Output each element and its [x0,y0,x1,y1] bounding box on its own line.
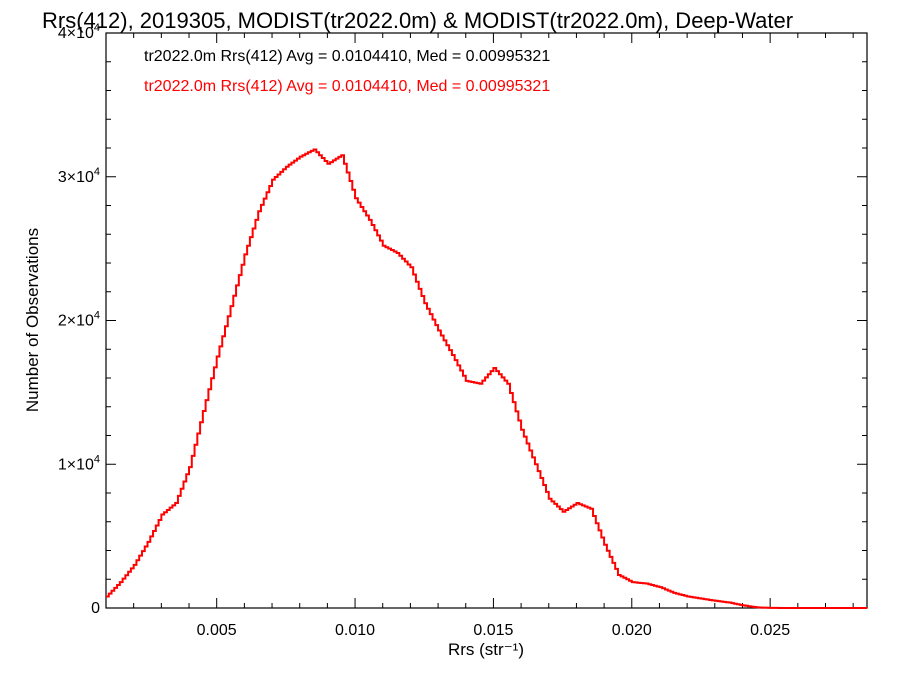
y-axis-label: Number of Observations [23,228,42,412]
x-tick-label: 0.020 [612,622,652,639]
y-tick-label: 0 [91,600,100,617]
series-line [106,148,867,609]
x-tick-labels: 0.005 0.010 0.015 0.020 0.025 [197,622,791,639]
chart-title: Rrs(412), 2019305, MODIST(tr2022.0m) & M… [42,8,793,33]
x-tick-label: 0.025 [750,622,790,639]
x-tick-label: 0.010 [335,622,375,639]
legend-entry-red: tr2022.0m Rrs(412) Avg = 0.0104410, Med … [144,78,550,95]
axis-ticks [105,32,867,609]
x-axis-label: Rrs (str⁻¹) [448,640,524,659]
x-tick-label: 0.015 [473,622,513,639]
y-tick-label: 3×104 [58,166,100,186]
y-tick-label: 1×104 [58,453,100,473]
y-tick-label: 4×104 [58,22,100,42]
plot-area-frame [105,32,868,609]
x-tick-label: 0.005 [197,622,237,639]
legend-entry-black: tr2022.0m Rrs(412) Avg = 0.0104410, Med … [144,48,550,65]
y-tick-label: 2×104 [58,310,100,330]
y-tick-labels: 0 1×104 2×104 3×104 4×104 [58,22,100,617]
